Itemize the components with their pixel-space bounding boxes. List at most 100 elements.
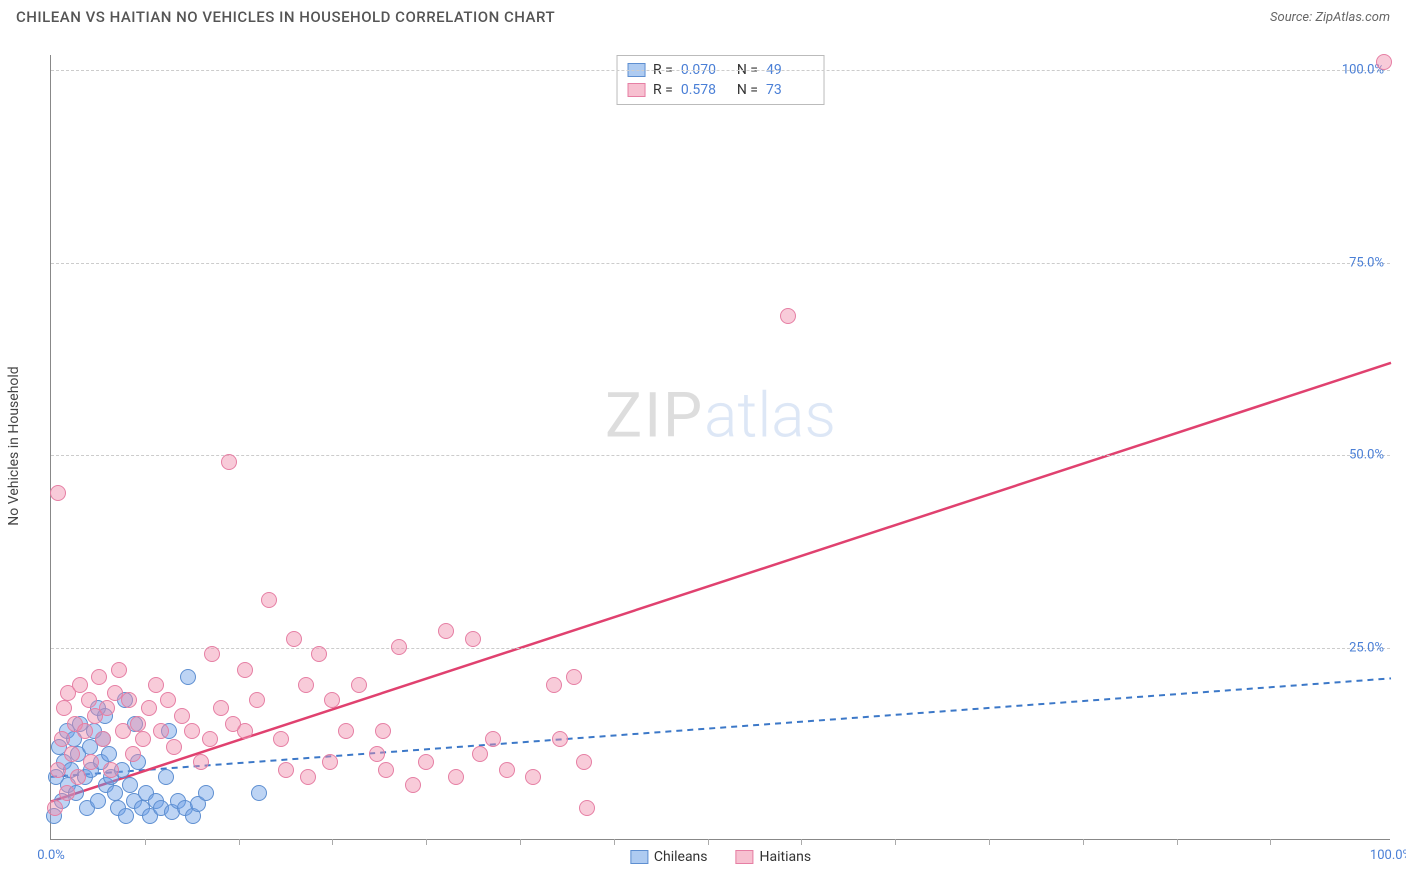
y-tick-label: 50.0% [1349,448,1384,463]
scatter-point [499,762,515,778]
scatter-point [198,785,214,801]
scatter-point [300,769,316,785]
scatter-point [135,731,151,747]
gridline-horizontal [51,70,1390,71]
scatter-point [552,731,568,747]
x-minor-tick [895,839,896,845]
scatter-point [54,731,70,747]
scatter-point [311,646,327,662]
scatter-point [278,762,294,778]
scatter-point [174,708,190,724]
scatter-plot-area: ZIPatlas R = 0.070 N = 49 R = 0.578 N = … [50,55,1390,840]
source-name: ZipAtlas.com [1315,10,1390,25]
scatter-point [579,800,595,816]
legend-swatch-chileans [630,850,648,864]
scatter-point [166,739,182,755]
scatter-point [378,762,394,778]
scatter-point [261,592,277,608]
scatter-point [50,762,66,778]
scatter-point [485,731,501,747]
scatter-point [418,754,434,770]
y-tick-label: 25.0% [1349,640,1384,655]
scatter-point [237,662,253,678]
scatter-point [448,769,464,785]
scatter-point [95,731,111,747]
scatter-point [369,746,385,762]
scatter-point [125,746,141,762]
scatter-point [50,485,66,501]
r-value-haitians: 0.578 [681,82,729,98]
scatter-point [546,677,562,693]
scatter-point [83,754,99,770]
legend-item-haitians: Haitians [736,849,812,865]
scatter-point [249,692,265,708]
legend: Chileans Haitians [630,849,811,865]
gridline-horizontal [51,648,1390,649]
x-minor-tick [426,839,427,845]
scatter-point [375,723,391,739]
y-axis-title: No Vehicles in Household [6,366,22,525]
swatch-haitians [627,83,645,97]
scatter-point [90,793,106,809]
x-tick-label: 100.0% [1370,848,1406,863]
scatter-point [81,692,97,708]
scatter-point [465,631,481,647]
scatter-point [202,731,218,747]
scatter-point [158,769,174,785]
x-minor-tick [801,839,802,845]
scatter-point [184,723,200,739]
scatter-point [180,669,196,685]
scatter-point [47,800,63,816]
x-minor-tick [520,839,521,845]
trend-lines-layer [51,55,1391,840]
scatter-point [56,700,72,716]
scatter-point [576,754,592,770]
scatter-point [141,700,157,716]
x-minor-tick [1270,839,1271,845]
scatter-point [251,785,267,801]
n-label: N = [737,82,758,98]
scatter-point [391,639,407,655]
gridline-horizontal [51,455,1390,456]
x-minor-tick [332,839,333,845]
x-minor-tick [708,839,709,845]
scatter-point [115,723,131,739]
scatter-point [118,808,134,824]
scatter-point [111,662,127,678]
scatter-point [1376,54,1392,70]
x-minor-tick [989,839,990,845]
x-minor-tick [1177,839,1178,845]
r-label: R = [653,82,673,98]
chart-header: CHILEAN VS HAITIAN NO VEHICLES IN HOUSEH… [0,0,1406,30]
source-attribution: Source: ZipAtlas.com [1270,10,1390,25]
scatter-point [72,677,88,693]
scatter-point [298,677,314,693]
scatter-point [103,762,119,778]
scatter-point [101,746,117,762]
scatter-point [77,723,93,739]
scatter-point [193,754,209,770]
scatter-point [59,785,75,801]
legend-item-chileans: Chileans [630,849,708,865]
correlation-stats-box: R = 0.070 N = 49 R = 0.578 N = 73 [616,55,825,105]
scatter-point [322,754,338,770]
scatter-point [351,677,367,693]
scatter-point [286,631,302,647]
scatter-point [160,692,176,708]
scatter-point [237,723,253,739]
scatter-point [221,454,237,470]
scatter-point [107,785,123,801]
scatter-point [121,692,137,708]
scatter-point [213,700,229,716]
scatter-point [122,777,138,793]
x-minor-tick [239,839,240,845]
stats-row-haitians: R = 0.578 N = 73 [627,80,814,100]
x-minor-tick [1083,839,1084,845]
n-value-haitians: 73 [766,82,814,98]
scatter-point [338,723,354,739]
scatter-point [153,723,169,739]
x-tick-label: 0.0% [37,848,65,863]
x-minor-tick [614,839,615,845]
scatter-point [91,669,107,685]
scatter-point [780,308,796,324]
